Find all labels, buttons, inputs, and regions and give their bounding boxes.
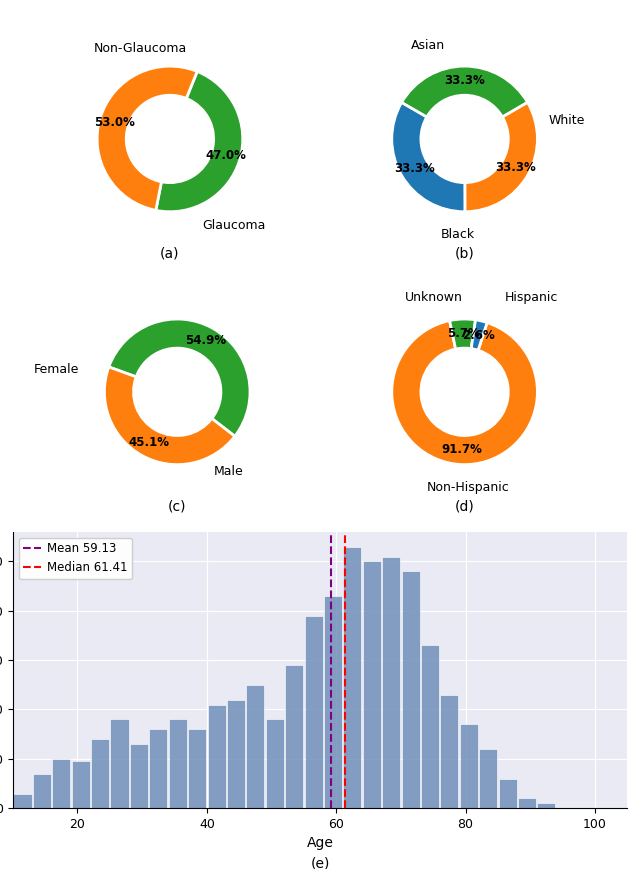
Bar (246, 685, 264, 808)
Bar (33, 773, 51, 808)
Bar (479, 749, 497, 808)
Text: 33.3%: 33.3% (394, 162, 435, 175)
Wedge shape (450, 319, 476, 349)
Text: Glaucoma: Glaucoma (203, 219, 266, 232)
Mean 59.13 (326, 802, 334, 813)
Text: Asian: Asian (411, 38, 445, 51)
Bar (538, 803, 556, 808)
Text: 45.1%: 45.1% (129, 436, 170, 449)
Bar (421, 646, 439, 808)
Text: 91.7%: 91.7% (441, 443, 482, 456)
Mean 59.13 (326, 803, 334, 813)
Median 61.41 (342, 803, 349, 813)
Text: White: White (548, 114, 585, 127)
Bar (207, 705, 225, 808)
Text: Male: Male (214, 466, 243, 479)
Bar (169, 720, 187, 808)
Text: Black: Black (440, 228, 474, 241)
Wedge shape (109, 319, 250, 436)
Text: (a): (a) (160, 247, 180, 261)
Text: 5.7%: 5.7% (447, 327, 479, 340)
Legend: Mean 59.13, Median 61.41: Mean 59.13, Median 61.41 (19, 538, 132, 579)
Text: 33.3%: 33.3% (444, 74, 485, 87)
Text: (d): (d) (455, 500, 474, 514)
Bar (460, 724, 478, 808)
Text: 47.0%: 47.0% (205, 149, 246, 162)
Bar (13, 794, 31, 808)
Text: Unknown: Unknown (405, 291, 463, 304)
Bar (72, 760, 90, 808)
Bar (227, 700, 245, 808)
Bar (91, 740, 109, 808)
X-axis label: Age: Age (307, 837, 333, 851)
Bar (343, 547, 362, 808)
Bar (382, 556, 400, 808)
Text: (c): (c) (168, 500, 186, 514)
Text: (e): (e) (310, 857, 330, 869)
Bar (285, 665, 303, 808)
Bar (324, 596, 342, 808)
Text: (b): (b) (455, 247, 474, 261)
Bar (401, 571, 420, 808)
Bar (52, 759, 70, 808)
Wedge shape (392, 103, 465, 212)
Bar (149, 729, 167, 808)
Bar (518, 799, 536, 808)
Text: 2.6%: 2.6% (461, 328, 494, 342)
Bar (440, 694, 458, 808)
Wedge shape (471, 320, 487, 350)
Text: Non-Glaucoma: Non-Glaucoma (93, 43, 187, 56)
Bar (363, 561, 381, 808)
Text: 53.0%: 53.0% (93, 116, 134, 129)
Bar (188, 729, 206, 808)
Wedge shape (401, 66, 527, 117)
Bar (499, 779, 516, 808)
Text: 33.3%: 33.3% (495, 162, 536, 175)
Bar (130, 744, 148, 808)
Bar (305, 616, 323, 808)
Text: Female: Female (33, 363, 79, 376)
Wedge shape (392, 321, 538, 465)
Wedge shape (465, 103, 538, 212)
Median 61.41 (342, 802, 349, 813)
Wedge shape (104, 367, 235, 465)
Text: Hispanic: Hispanic (505, 291, 558, 304)
Text: Non-Hispanic: Non-Hispanic (427, 481, 509, 494)
Wedge shape (156, 71, 243, 212)
Bar (0, 803, 12, 808)
Wedge shape (97, 66, 197, 210)
Bar (266, 720, 284, 808)
Text: 54.9%: 54.9% (185, 335, 226, 348)
Bar (111, 720, 129, 808)
